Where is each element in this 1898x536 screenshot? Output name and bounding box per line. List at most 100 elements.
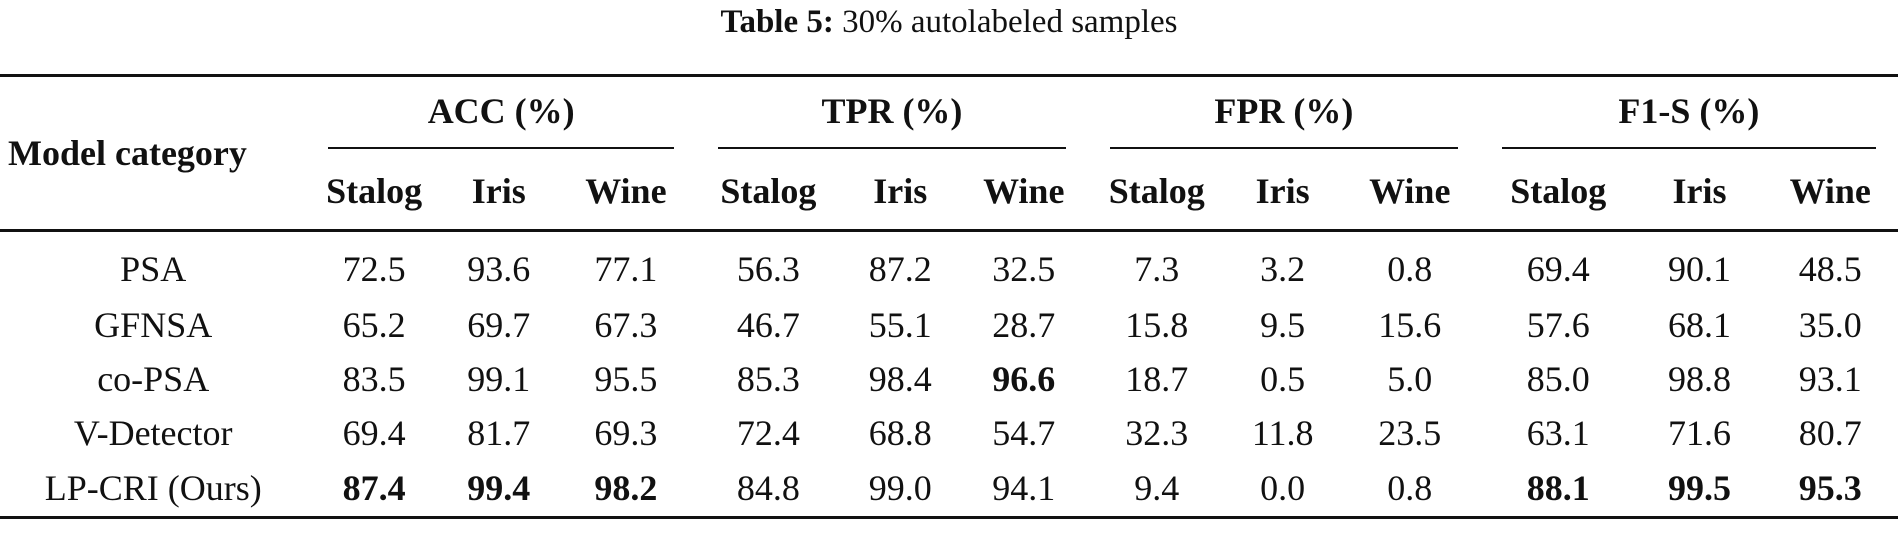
value-cell: 69.3 [594, 413, 658, 453]
value-cell: 80.7 [1798, 413, 1862, 453]
table-caption: Table 5: 30% autolabeled samples [0, 2, 1898, 42]
group-rule-tpr [717, 147, 1066, 149]
value-cell: 69.4 [1526, 249, 1590, 289]
table-caption-text: 30% autolabeled samples [842, 4, 1178, 40]
group-header-acc: ACC (%) [306, 76, 696, 154]
model-name-cell: GFNSA [94, 305, 213, 345]
group-header-tpr: TPR (%) [696, 76, 1088, 154]
value-cell: 69.7 [467, 305, 531, 345]
value-cell: 68.1 [1668, 305, 1732, 345]
table-caption-label: Table 5: [720, 4, 834, 40]
model-name-cell: LP-CRI (Ours) [44, 468, 262, 508]
group-header-acc-label: ACC (%) [427, 91, 575, 131]
value-cell: 5.0 [1387, 359, 1433, 399]
value-cell: 87.2 [868, 249, 932, 289]
value-cell: 99.4 [467, 468, 531, 508]
value-cell: 32.5 [992, 249, 1056, 289]
value-cell: 7.3 [1134, 249, 1180, 289]
subheader-tpr-wine: Wine [983, 171, 1065, 211]
subheader-acc-stalog: Stalog [326, 171, 423, 211]
value-cell: 93.6 [467, 249, 531, 289]
value-cell: 18.7 [1125, 359, 1189, 399]
value-cell: 3.2 [1260, 249, 1306, 289]
value-cell: 87.4 [342, 468, 406, 508]
subheader-fpr-wine: Wine [1369, 171, 1451, 211]
value-cell: 88.1 [1526, 468, 1590, 508]
table-row: V-Detector 69.4 81.7 69.3 72.4 68.8 54.7 32.3 11… [0, 406, 1898, 460]
value-cell: 99.0 [868, 468, 932, 508]
value-cell: 63.1 [1526, 413, 1590, 453]
model-category-header: Model category [8, 133, 247, 173]
value-cell: 95.5 [594, 359, 658, 399]
group-header-fpr: FPR (%) [1088, 76, 1480, 154]
value-cell: 9.5 [1260, 305, 1306, 345]
value-cell: 96.6 [992, 359, 1056, 399]
value-cell: 85.0 [1526, 359, 1590, 399]
value-cell: 32.3 [1125, 413, 1189, 453]
group-header-f1s: F1-S (%) [1480, 76, 1898, 154]
subheader-f1s-stalog: Stalog [1510, 171, 1607, 211]
value-cell: 67.3 [594, 305, 658, 345]
value-cell: 65.2 [342, 305, 406, 345]
table-row: co-PSA 83.5 99.1 95.5 85.3 98.4 96.6 18.7 0.5 5.0… [0, 352, 1898, 406]
value-cell: 83.5 [342, 359, 406, 399]
table-row: PSA 72.5 93.6 77.1 56.3 87.2 32.5 7.3 3.2 0.8 69.4… [0, 231, 1898, 299]
model-name-cell: PSA [120, 249, 187, 289]
value-cell: 0.0 [1260, 468, 1306, 508]
subheader-acc-iris: Iris [471, 171, 526, 211]
value-cell: 72.5 [342, 249, 406, 289]
value-cell: 99.5 [1668, 468, 1732, 508]
subheader-fpr-stalog: Stalog [1108, 171, 1205, 211]
value-cell: 48.5 [1798, 249, 1862, 289]
header-row-groups: Model category ACC (%) TPR (%) FPR (%) F… [0, 75, 1898, 173]
value-cell: 0.8 [1387, 468, 1433, 508]
value-cell: 23.5 [1378, 413, 1442, 453]
value-cell: 98.4 [868, 359, 932, 399]
subheader-tpr-stalog: Stalog [720, 171, 817, 211]
value-cell: 72.4 [736, 413, 800, 453]
value-cell: 55.1 [868, 305, 932, 345]
group-header-fpr-label: FPR (%) [1214, 91, 1354, 131]
value-cell: 11.8 [1251, 413, 1314, 453]
value-cell: 95.3 [1798, 468, 1862, 508]
group-rule-acc [328, 147, 674, 149]
model-name-cell: co-PSA [97, 359, 210, 399]
group-rule-fpr [1109, 147, 1458, 149]
subheader-acc-wine: Wine [585, 171, 667, 211]
value-cell: 69.4 [342, 413, 406, 453]
value-cell: 57.6 [1526, 305, 1590, 345]
table-row: GFNSA 65.2 69.7 67.3 46.7 55.1 28.7 15.8 9.5 15.6… [0, 298, 1898, 352]
group-rule-f1s [1501, 147, 1876, 149]
model-name-cell: V-Detector [73, 413, 233, 453]
value-cell: 99.1 [467, 359, 531, 399]
value-cell: 15.6 [1378, 305, 1442, 345]
value-cell: 15.8 [1125, 305, 1189, 345]
subheader-f1s-iris: Iris [1672, 171, 1727, 211]
subheader-f1s-wine: Wine [1789, 171, 1871, 211]
value-cell: 81.7 [467, 413, 531, 453]
value-cell: 90.1 [1668, 249, 1732, 289]
value-cell: 94.1 [992, 468, 1056, 508]
value-cell: 98.8 [1668, 359, 1732, 399]
value-cell: 68.8 [868, 413, 932, 453]
value-cell: 71.6 [1668, 413, 1732, 453]
subheader-tpr-iris: Iris [873, 171, 928, 211]
table-row: LP-CRI (Ours) 87.4 99.4 98.2 84.8 99.0 94.1 9.4… [0, 460, 1898, 518]
value-cell: 93.1 [1798, 359, 1862, 399]
value-cell: 9.4 [1134, 468, 1180, 508]
value-cell: 0.5 [1260, 359, 1306, 399]
value-cell: 56.3 [736, 249, 800, 289]
value-cell: 35.0 [1798, 305, 1862, 345]
group-header-tpr-label: TPR (%) [821, 91, 963, 131]
header-row-datasets: Stalog Iris Wine Stalog Iris Wine Stalog… [0, 153, 1898, 231]
results-table: Model category ACC (%) TPR (%) FPR (%) F… [0, 74, 1898, 519]
table-body: PSA 72.5 93.6 77.1 56.3 87.2 32.5 7.3 3.2 0.8 69.4… [0, 231, 1898, 518]
value-cell: 84.8 [736, 468, 800, 508]
value-cell: 46.7 [736, 305, 800, 345]
value-cell: 54.7 [992, 413, 1056, 453]
value-cell: 77.1 [594, 249, 658, 289]
value-cell: 0.8 [1387, 249, 1433, 289]
value-cell: 98.2 [594, 468, 658, 508]
value-cell: 85.3 [736, 359, 800, 399]
